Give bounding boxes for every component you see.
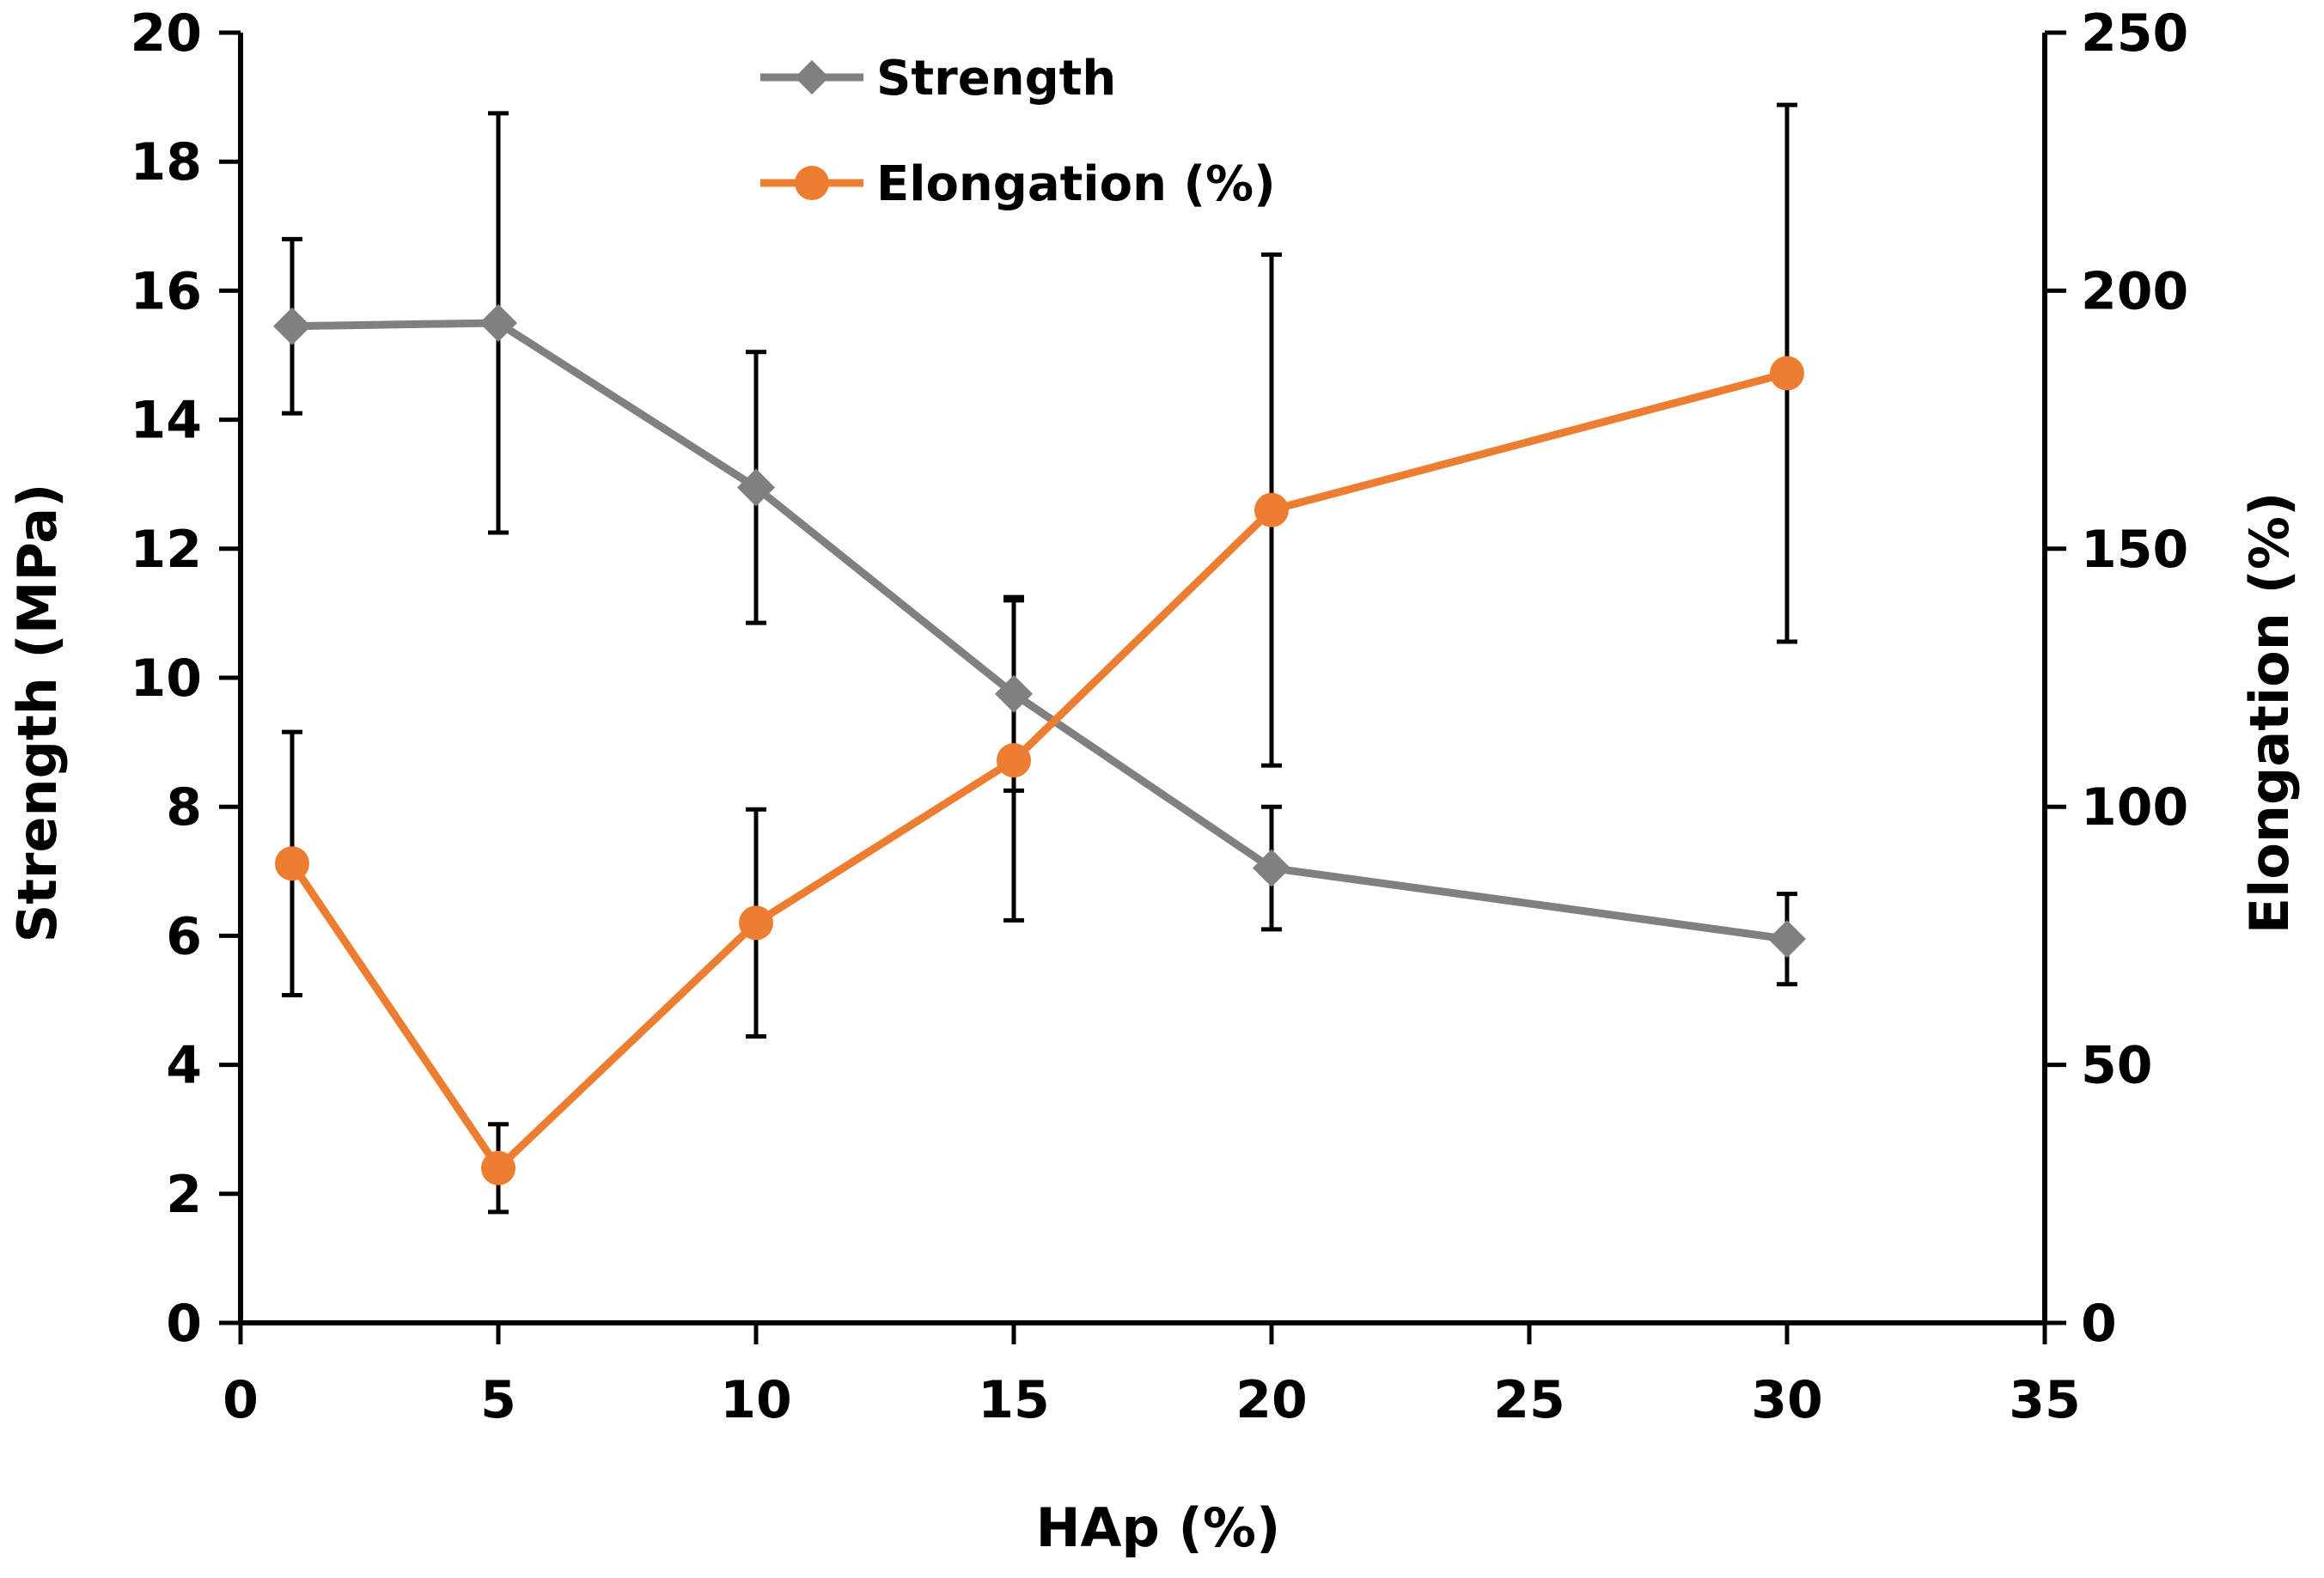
elongation-point xyxy=(1254,492,1289,527)
y2-tick-label: 250 xyxy=(2081,3,2188,64)
x-tick-label: 10 xyxy=(720,1370,792,1430)
strength-series-line xyxy=(291,319,1788,943)
y-tick-label: 6 xyxy=(166,906,202,966)
series-lines xyxy=(289,319,1789,1173)
error-bars xyxy=(282,102,1797,1215)
y-tick-label: 8 xyxy=(166,777,202,838)
y2-tick-label: 50 xyxy=(2081,1036,2153,1096)
x-tick-label: 25 xyxy=(1493,1370,1565,1430)
axis-titles: HAp (%) Strength (MPa) Elongation (%) xyxy=(6,484,2301,1559)
x-axis-title: HAp (%) xyxy=(1036,1496,1281,1559)
elongation-point xyxy=(739,905,773,941)
strength-point xyxy=(737,468,775,507)
y-axis-title: Strength (MPa) xyxy=(6,484,69,943)
y-tick-label: 20 xyxy=(131,3,203,64)
series-markers xyxy=(273,303,1806,1185)
strength-point xyxy=(995,674,1033,713)
elongation-legend-marker xyxy=(795,166,829,200)
y-tick-label: 14 xyxy=(131,391,203,451)
y-tick-label: 4 xyxy=(166,1036,202,1096)
x-tick-label: 5 xyxy=(480,1370,516,1430)
x-tick-label: 30 xyxy=(1751,1370,1823,1430)
x-tick-label: 15 xyxy=(978,1370,1050,1430)
y2-tick-label: 200 xyxy=(2081,261,2188,321)
strength-point xyxy=(479,303,517,342)
y2-tick-label: 0 xyxy=(2081,1294,2117,1354)
elongation-point xyxy=(481,1150,515,1185)
y-tick-label: 12 xyxy=(131,520,203,580)
x-tick-label: 20 xyxy=(1235,1370,1308,1430)
y-tick-label: 0 xyxy=(166,1294,202,1354)
strength-point xyxy=(273,307,311,345)
strength-point xyxy=(1768,920,1806,959)
legend: Strength Elongation (%) xyxy=(760,51,1276,212)
y2-tick-label: 150 xyxy=(2081,520,2188,580)
y-tick-label: 16 xyxy=(131,261,203,321)
x-tick-label: 35 xyxy=(2009,1370,2081,1430)
y-tick-label: 2 xyxy=(166,1165,202,1225)
y-tick-label: 10 xyxy=(131,649,203,709)
elongation-point xyxy=(275,846,309,881)
y-tick-label: 18 xyxy=(131,132,203,192)
axes xyxy=(219,30,2066,1344)
strength-legend-label: Strength xyxy=(876,51,1116,107)
elongation-series-line xyxy=(289,369,1789,1173)
y2-axis-title: Elongation (%) xyxy=(2238,492,2301,935)
x-tick-label: 0 xyxy=(223,1370,259,1430)
strength-legend-marker xyxy=(795,60,829,94)
elongation-point xyxy=(997,743,1031,778)
tick-labels: 0 5 10 15 20 25 30 3502468101214161820050100150… xyxy=(131,3,2189,1430)
elongation-legend-label: Elongation (%) xyxy=(876,156,1276,212)
elongation-point xyxy=(1770,356,1804,391)
strength-point xyxy=(1253,849,1290,887)
y2-tick-label: 100 xyxy=(2081,777,2188,838)
